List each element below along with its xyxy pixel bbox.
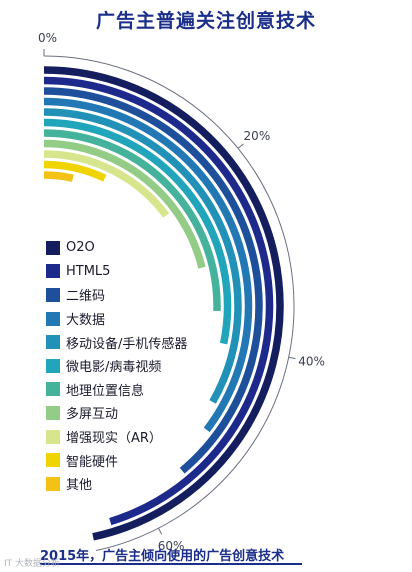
- legend-item: 其他: [46, 472, 187, 496]
- legend-swatch: [46, 382, 60, 397]
- legend-swatch: [46, 405, 60, 420]
- axis-tick-label: 40%: [298, 354, 325, 368]
- legend-swatch: [46, 240, 60, 255]
- legend-swatch: [46, 453, 60, 468]
- legend-item: 智能硬件: [46, 448, 187, 472]
- legend-swatch: [46, 429, 60, 444]
- legend-label: 增强现实（AR）: [66, 431, 162, 447]
- legend-label: 地理位置信息: [66, 383, 145, 399]
- axis-tick-label: 20%: [244, 129, 271, 143]
- legend-item: HTML5: [46, 260, 187, 284]
- legend-item: 大数据: [46, 307, 187, 331]
- legend-item: 二维码: [46, 283, 187, 307]
- legend: O2O HTML5 二维码大数据移动设备/手机传感器 微电影/病毒视频 地理位置信息 多屏…: [46, 236, 187, 496]
- legend-swatch: [46, 358, 60, 373]
- legend-label: HTML5: [66, 263, 111, 279]
- legend-label: 大数据: [66, 313, 106, 329]
- legend-label: 二维码: [66, 289, 106, 305]
- arc-bar: [43, 66, 284, 541]
- caption-underline: [40, 563, 302, 565]
- legend-item: 增强现实（AR）: [46, 425, 187, 449]
- legend-label: 智能硬件: [66, 454, 119, 470]
- legend-label: O2O: [66, 240, 95, 256]
- legend-item: 地理位置信息: [46, 378, 187, 402]
- legend-swatch: [46, 335, 60, 350]
- axis-tick-label: 0%: [38, 31, 57, 45]
- arc-bar: [43, 150, 170, 218]
- arc-bar: [43, 76, 274, 526]
- axis-tick: [158, 527, 163, 535]
- arc-bar: [43, 118, 232, 345]
- arc-bar: [43, 108, 242, 404]
- axis-tick: [237, 143, 244, 149]
- arc-bar: [43, 139, 206, 269]
- arc-bar: [43, 87, 263, 474]
- legend-label: 其他: [66, 478, 93, 494]
- legend-label: 多屏互动: [66, 407, 119, 423]
- axis-tick: [288, 356, 296, 360]
- legend-item: 多屏互动: [46, 401, 187, 425]
- legend-swatch: [46, 264, 60, 279]
- axis-arc: [43, 55, 295, 552]
- arc-bar: [43, 160, 107, 182]
- legend-item: O2O: [46, 236, 187, 260]
- arc-bar: [43, 129, 221, 312]
- legend-label: 移动设备/手机传感器: [66, 336, 188, 352]
- legend-item: 移动设备/手机传感器: [46, 330, 187, 354]
- arc-bar: [43, 97, 253, 433]
- legend-swatch: [46, 311, 60, 326]
- legend-swatch: [46, 287, 60, 302]
- chart-title: 广告主普遍关注创意技术: [95, 10, 316, 32]
- chart-caption: 2015年，广告主倾向使用的广告创意技术: [40, 549, 285, 564]
- watermark: IT 大数据分析: [4, 559, 61, 569]
- legend-swatch: [46, 476, 60, 491]
- legend-item: 微电影/病毒视频: [46, 354, 187, 378]
- arc-bar: [43, 171, 74, 182]
- axis-tick-label: 60%: [158, 539, 185, 553]
- legend-label: 微电影/病毒视频: [66, 360, 162, 376]
